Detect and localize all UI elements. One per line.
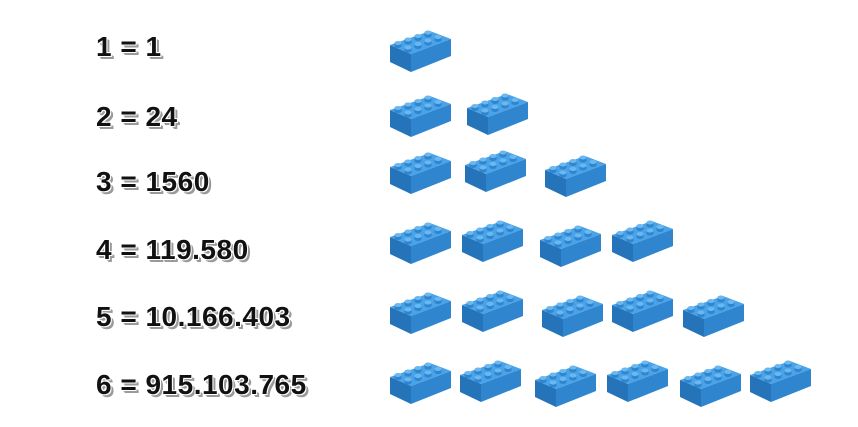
lego-brick-icon (390, 152, 451, 194)
lego-brick-icon (607, 360, 668, 402)
lego-brick-icon (612, 220, 673, 262)
combination-count-label: 2 = 24 (96, 101, 178, 132)
lego-brick-icon (465, 150, 526, 192)
lego-brick-icon (540, 225, 601, 267)
lego-brick-icon (535, 365, 596, 407)
lego-brick-icon (390, 30, 451, 72)
combination-count-label: 3 = 1560 (96, 166, 210, 197)
combination-count-label: 6 = 915.103.765 (96, 369, 307, 400)
lego-brick-icon (390, 222, 451, 264)
lego-brick-icon (612, 290, 673, 332)
lego-brick-icon (390, 292, 451, 334)
lego-brick-icon (460, 360, 521, 402)
combination-count-label: 1 = 1 (96, 31, 162, 62)
combination-count-label: 4 = 119.580 (96, 234, 249, 265)
lego-brick-icon (462, 290, 523, 332)
lego-brick-icon (467, 93, 528, 135)
lego-brick-icon (683, 295, 744, 337)
combination-count-label: 5 = 10.166.403 (96, 301, 291, 332)
lego-brick-icon (462, 220, 523, 262)
lego-brick-icon (680, 365, 741, 407)
lego-brick-icon (750, 360, 811, 402)
lego-brick-icon (390, 95, 451, 137)
lego-brick-icon (542, 295, 603, 337)
lego-brick-icon (545, 155, 606, 197)
lego-brick-icon (390, 362, 451, 404)
